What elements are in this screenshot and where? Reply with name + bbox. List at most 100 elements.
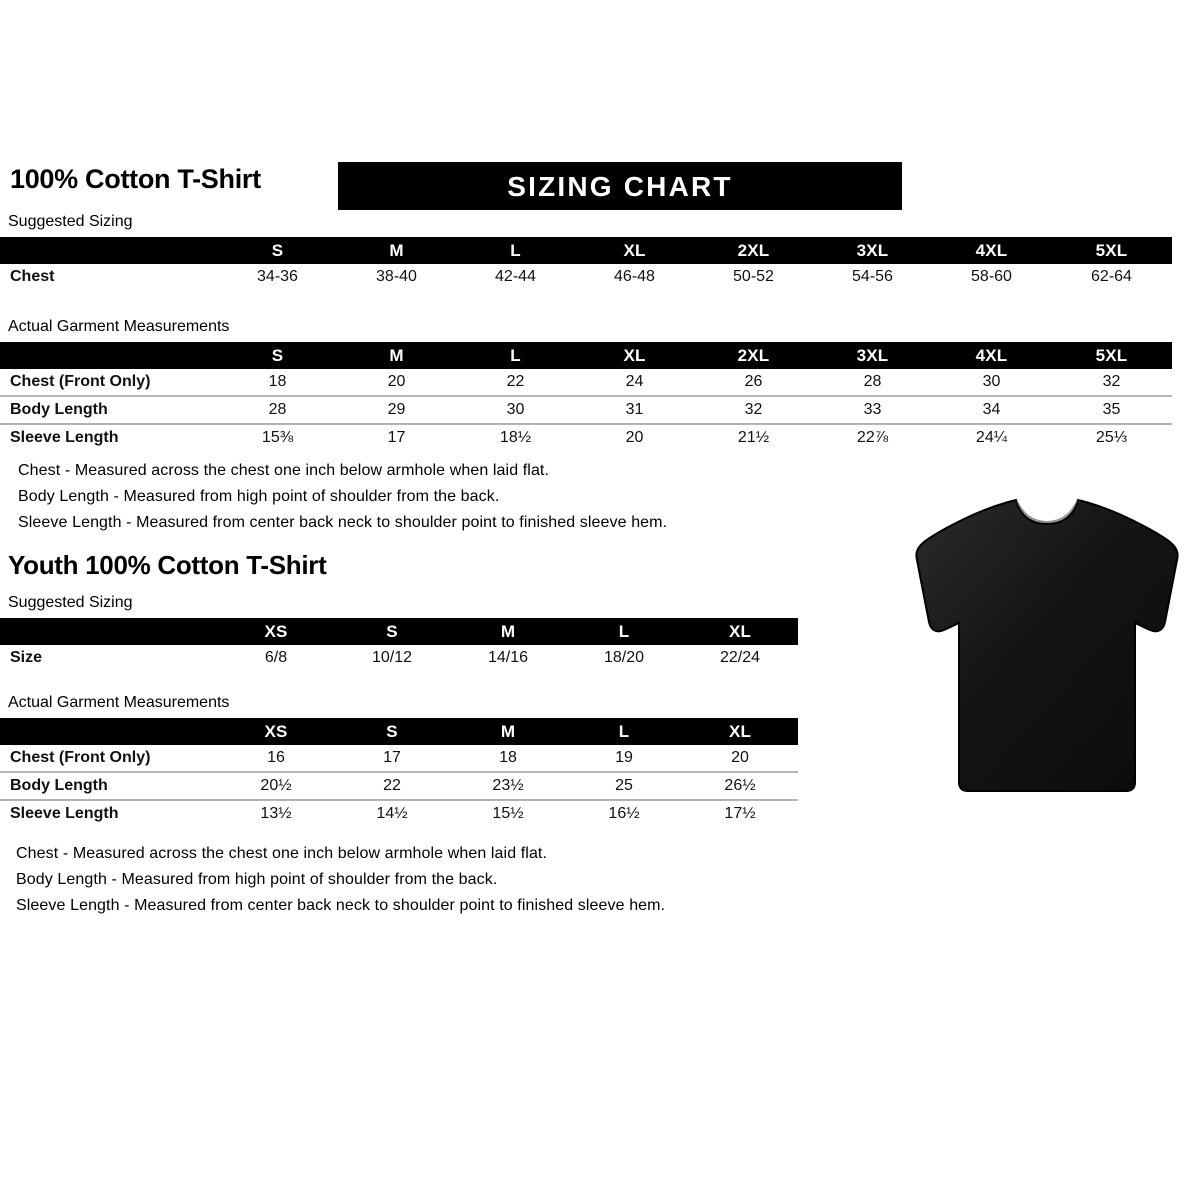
youth-garment-cell: 13½ xyxy=(218,799,334,827)
adult-measurement-note: Body Length - Measured from high point o… xyxy=(18,488,500,505)
youth-garment-column-header-l: L xyxy=(618,721,630,741)
adult-suggested-row: Chest 34-36 38-40 42-44 46-48 50-52 54-56 58-60… xyxy=(0,264,1172,290)
youth-garment-row-label: Body Length xyxy=(0,771,218,800)
adult-measurement-note: Chest - Measured across the chest one in… xyxy=(18,462,550,479)
adult-garment-row-label: Sleeve Length xyxy=(0,423,218,451)
adult-garment-cell: 35 xyxy=(1051,395,1172,424)
adult-suggested-column-header-blank xyxy=(0,237,218,264)
youth-garment-row-label: Chest (Front Only) xyxy=(10,749,151,766)
adult-garment-cell: 15⅜ xyxy=(218,423,337,451)
adult-suggested-cell: 54-56 xyxy=(852,268,893,285)
adult-garment-measurements-table-head: S M L XL 2XL 3XL 4XL 5XL xyxy=(0,342,1172,369)
adult-suggested-cell: 62-64 xyxy=(1091,268,1132,285)
adult-garment-cell: 32 xyxy=(1102,373,1121,390)
adult-garment-cell: 25⅓ xyxy=(1051,423,1172,451)
adult-suggested-column-header-xl: XL xyxy=(623,240,646,260)
adult-suggested-column-header-m: M xyxy=(389,240,404,260)
adult-suggested-column-header-s: S xyxy=(271,240,284,260)
adult-garment-cell: 28 xyxy=(218,395,337,424)
adult-garment-column-header-4xl: 4XL xyxy=(975,345,1008,365)
youth-garment-cell: 26½ xyxy=(682,771,798,800)
adult-suggested-column-header-5xl: 5XL xyxy=(1095,240,1128,260)
adult-suggested-cell: 58-60 xyxy=(971,268,1012,285)
adult-garment-column-header-m: M xyxy=(389,345,404,365)
youth-garment-row: Sleeve Length 13½ 14½ 15½ 16½ 17½ xyxy=(0,799,798,827)
adult-suggested-cell: 34-36 xyxy=(257,268,298,285)
youth-garment-cell: 22 xyxy=(334,771,450,800)
adult-garment-cell: 26 xyxy=(744,373,763,390)
youth-garment-cell: 16½ xyxy=(566,799,682,827)
youth-garment-cell: 15½ xyxy=(450,799,566,827)
adult-garment-cell: 20 xyxy=(575,423,694,451)
youth-suggested-column-header-xl: XL xyxy=(728,621,752,641)
tshirt-product-image xyxy=(898,472,1194,808)
youth-garment-row: Chest (Front Only) 16 17 18 19 20 xyxy=(0,745,798,772)
youth-garment-column-header-m: M xyxy=(500,721,516,741)
youth-suggested-column-header-xs: XS xyxy=(264,621,288,641)
adult-suggested-column-header-2xl: 2XL xyxy=(737,240,770,260)
youth-garment-row-label: Sleeve Length xyxy=(0,799,218,827)
adult-suggested-sizing-table-head: S M L XL 2XL 3XL 4XL 5XL xyxy=(0,237,1172,264)
youth-garment-cell: 20½ xyxy=(218,771,334,800)
adult-garment-column-header-blank xyxy=(0,342,218,369)
youth-measurement-note: Body Length - Measured from high point o… xyxy=(16,871,498,888)
youth-suggested-sizing-table: XS S M L XL Size 6/8 10/12 14/16 18/20 22/24 xyxy=(0,618,798,671)
youth-garment-cell: 19 xyxy=(615,749,633,766)
youth-suggested-column-header-m: M xyxy=(500,621,516,641)
youth-garment-measurements-table: XS S M L XL Chest (Front Only) 16 17 18 19 20 Body… xyxy=(0,718,798,827)
adult-garment-cell: 30 xyxy=(982,373,1001,390)
youth-garment-cell: 17½ xyxy=(682,799,798,827)
adult-garment-measurements-caption: Actual Garment Measurements xyxy=(8,318,230,335)
youth-garment-column-header-xs: XS xyxy=(264,721,288,741)
adult-garment-measurements-table: S M L XL 2XL 3XL 4XL 5XL Chest (Front Only) 18 20… xyxy=(0,342,1172,451)
adult-suggested-sizing-table: S M L XL 2XL 3XL 4XL 5XL Chest 34-36 38-40 42-44 46… xyxy=(0,237,1172,290)
youth-garment-row: Body Length 20½ 22 23½ 25 26½ xyxy=(0,771,798,800)
youth-measurement-note: Chest - Measured across the chest one in… xyxy=(16,845,548,862)
adult-garment-row: Chest (Front Only) 18 20 22 24 26 28 30 32 xyxy=(0,369,1172,396)
adult-garment-column-header-2xl: 2XL xyxy=(737,345,770,365)
page-header: 100% Cotton T-Shirt SIZING CHART xyxy=(0,162,1200,212)
youth-garment-measurements-table-body: Chest (Front Only) 16 17 18 19 20 Body Length 2… xyxy=(0,745,798,827)
adult-suggested-sizing-table-body: Chest 34-36 38-40 42-44 46-48 50-52 54-56 58-60… xyxy=(0,264,1172,290)
adult-garment-cell: 22⅞ xyxy=(813,423,932,451)
youth-suggested-column-header-s: S xyxy=(386,621,398,641)
adult-suggested-row-label: Chest xyxy=(10,268,55,285)
youth-section-title: Youth 100% Cotton T-Shirt xyxy=(8,550,327,580)
adult-garment-cell: 20 xyxy=(387,373,406,390)
youth-suggested-cell: 18/20 xyxy=(603,649,645,666)
youth-suggested-cell: 6/8 xyxy=(264,649,288,666)
adult-garment-column-header-xl: XL xyxy=(623,345,646,365)
youth-garment-cell: 20 xyxy=(731,749,749,766)
youth-garment-column-header-xl: XL xyxy=(728,721,752,741)
youth-garment-cell: 16 xyxy=(267,749,285,766)
adult-garment-cell: 34 xyxy=(932,395,1051,424)
adult-suggested-sizing-caption: Suggested Sizing xyxy=(8,213,133,230)
adult-garment-cell: 30 xyxy=(456,395,575,424)
adult-garment-column-header-5xl: 5XL xyxy=(1095,345,1128,365)
adult-suggested-cell: 42-44 xyxy=(495,268,536,285)
youth-suggested-cell: 22/24 xyxy=(719,649,761,666)
adult-garment-column-header-s: S xyxy=(271,345,284,365)
youth-garment-measurements-table-head: XS S M L XL xyxy=(0,718,798,745)
youth-suggested-sizing-caption: Suggested Sizing xyxy=(8,594,133,611)
adult-garment-cell: 17 xyxy=(337,423,456,451)
adult-garment-row: Sleeve Length 15⅜ 17 18½ 20 21½ 22⅞ 24¼ 25⅓ xyxy=(0,423,1172,451)
adult-garment-cell: 18½ xyxy=(456,423,575,451)
tshirt-icon xyxy=(915,498,1179,792)
adult-garment-cell: 24 xyxy=(625,373,644,390)
adult-suggested-column-header-3xl: 3XL xyxy=(856,240,889,260)
page-title: 100% Cotton T-Shirt xyxy=(10,164,261,194)
adult-garment-row: Body Length 28 29 30 31 32 33 34 35 xyxy=(0,395,1172,424)
youth-garment-column-header-s: S xyxy=(386,721,398,741)
adult-garment-cell: 24¼ xyxy=(932,423,1051,451)
adult-suggested-cell: 46-48 xyxy=(614,268,655,285)
adult-garment-cell: 18 xyxy=(268,373,287,390)
adult-suggested-column-header-4xl: 4XL xyxy=(975,240,1008,260)
youth-suggested-cell: 14/16 xyxy=(487,649,529,666)
adult-measurement-note: Sleeve Length - Measured from center bac… xyxy=(18,514,668,531)
youth-suggested-cell: 10/12 xyxy=(371,649,413,666)
adult-garment-cell: 29 xyxy=(337,395,456,424)
youth-garment-cell: 23½ xyxy=(450,771,566,800)
youth-suggested-row-label: Size xyxy=(10,649,43,666)
